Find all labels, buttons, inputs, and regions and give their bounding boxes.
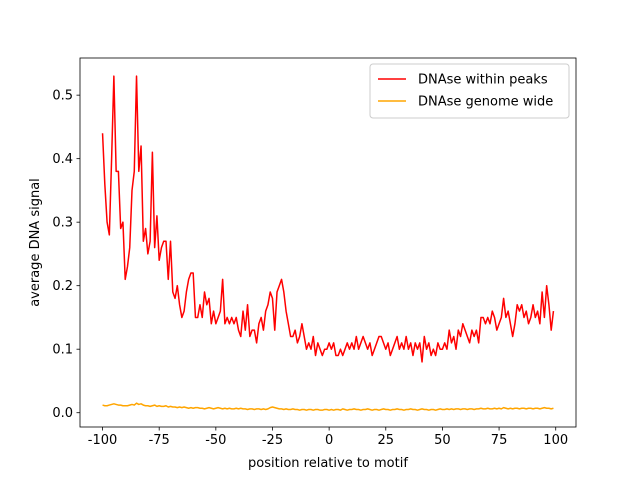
y-tick-label: 0.5	[52, 89, 73, 104]
y-tick-label: 0.0	[52, 406, 73, 421]
x-tick-label: 25	[378, 433, 395, 448]
y-axis-label: average DNA signal	[28, 178, 43, 307]
y-tick-label: 0.2	[52, 279, 73, 294]
x-tick-label: -75	[149, 433, 170, 448]
legend-label: DNAse within peaks	[418, 73, 548, 88]
x-tick-label: -50	[205, 433, 226, 448]
x-tick-label: 75	[491, 433, 508, 448]
legend-label: DNAse genome wide	[418, 95, 553, 110]
plot-frame	[79, 57, 577, 428]
x-tick-label: 100	[543, 433, 568, 448]
data-line	[101, 75, 555, 363]
legend-box	[369, 63, 570, 119]
y-tick-label: 0.4	[52, 152, 73, 167]
x-axis-label: position relative to motif	[248, 456, 408, 471]
x-tick-label: -100	[88, 433, 118, 448]
y-tick-label: 0.3	[52, 216, 73, 231]
x-tick-label: -25	[262, 433, 283, 448]
data-line	[102, 402, 554, 411]
legend: DNAse within peaks DNAse genome wide	[369, 63, 570, 119]
x-tick-label: 0	[325, 433, 333, 448]
y-tick-label: 0.1	[52, 343, 73, 358]
x-tick-label: 50	[434, 433, 451, 448]
